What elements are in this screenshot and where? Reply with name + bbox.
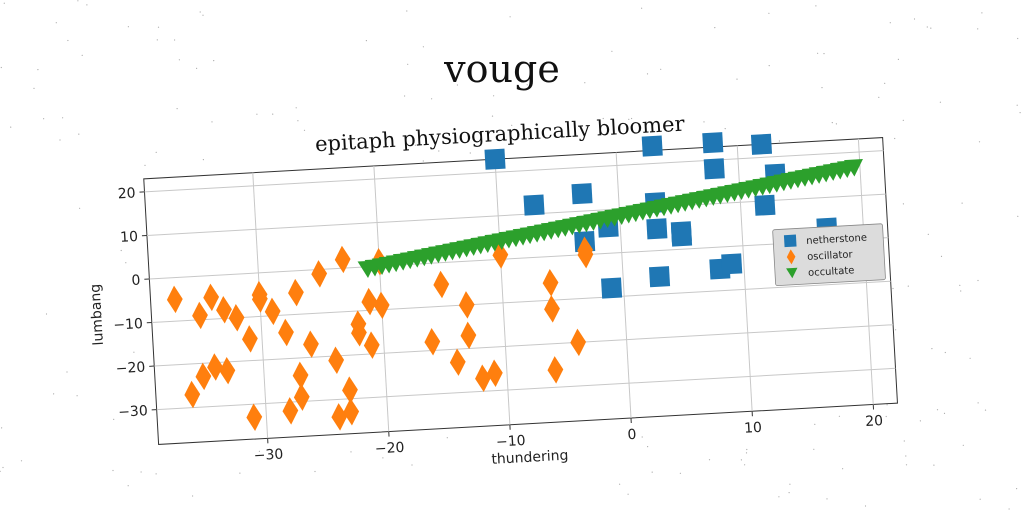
y-axis-label: lumbang <box>88 283 107 345</box>
legend-marker-oscillator <box>786 249 796 265</box>
y-axis-ticks: −30 −20 −10 0 10 20 <box>113 185 157 421</box>
point-oscillator <box>334 245 351 274</box>
figure-suptitle: vouge <box>443 47 560 91</box>
point-occultate <box>843 159 863 177</box>
legend-marker-netherstone <box>783 234 797 248</box>
point-oscillator <box>351 319 367 347</box>
x-tick-label: 0 <box>627 427 637 443</box>
point-netherstone <box>601 277 623 299</box>
point-oscillator <box>207 353 223 381</box>
x-tick-label: −30 <box>253 446 283 464</box>
point-oscillator <box>264 297 281 326</box>
point-oscillator <box>192 301 208 330</box>
point-netherstone <box>648 266 671 288</box>
point-netherstone <box>721 253 743 275</box>
point-oscillator <box>460 321 477 350</box>
point-oscillator <box>166 285 183 314</box>
y-grid-line <box>156 367 896 411</box>
point-oscillator <box>342 376 358 404</box>
data-marks <box>166 132 863 431</box>
point-netherstone <box>702 132 724 154</box>
point-oscillator <box>328 346 345 374</box>
point-oscillator <box>228 304 245 332</box>
point-oscillator <box>424 328 441 356</box>
y-tick-label: 0 <box>131 272 141 288</box>
point-oscillator <box>449 348 466 376</box>
point-netherstone <box>571 183 593 205</box>
point-oscillator <box>570 328 587 357</box>
point-oscillator <box>475 364 491 392</box>
point-oscillator <box>288 278 304 307</box>
point-oscillator <box>195 362 212 391</box>
point-oscillator <box>547 356 564 384</box>
y-tick-label: −30 <box>118 403 148 421</box>
point-oscillator <box>282 397 299 425</box>
point-oscillator <box>251 285 268 313</box>
point-oscillator <box>458 291 475 319</box>
legend-marker-occultate <box>786 267 798 279</box>
point-oscillator <box>278 318 294 347</box>
point-oscillator <box>293 383 310 411</box>
point-netherstone <box>646 218 668 240</box>
x-tick-label: −10 <box>496 433 526 451</box>
x-grid-line <box>494 159 511 425</box>
series-oscillator <box>166 236 594 431</box>
y-grid-line <box>144 150 884 193</box>
point-netherstone <box>750 133 773 155</box>
point-oscillator <box>203 283 220 312</box>
x-tick-label: 20 <box>865 413 884 430</box>
point-oscillator <box>542 269 559 297</box>
point-oscillator <box>216 296 232 324</box>
y-tick-label: 10 <box>120 229 139 246</box>
point-oscillator <box>363 331 380 359</box>
point-oscillator <box>486 359 503 387</box>
y-tick-label: −20 <box>115 360 145 378</box>
x-grid-line <box>615 152 632 419</box>
point-netherstone <box>641 135 663 157</box>
point-oscillator <box>577 240 594 269</box>
point-netherstone <box>671 225 693 247</box>
point-oscillator <box>361 287 378 316</box>
point-oscillator <box>343 398 360 426</box>
point-oscillator <box>373 291 390 320</box>
point-oscillator <box>544 295 560 323</box>
y-tick-label: −10 <box>113 316 143 334</box>
x-axis-ticks: −30 −20 −10 0 10 20 <box>253 404 884 464</box>
x-tick-label: −20 <box>374 440 404 458</box>
legend-label: oscillator <box>807 249 854 263</box>
point-oscillator <box>331 403 348 431</box>
point-oscillator <box>246 403 263 431</box>
point-netherstone <box>703 158 725 180</box>
point-oscillator <box>242 325 258 353</box>
plot-area <box>143 137 898 445</box>
point-oscillator <box>292 361 309 390</box>
x-axis-label: thundering <box>491 448 569 468</box>
point-netherstone <box>523 194 545 216</box>
y-tick-label: 20 <box>117 185 136 202</box>
legend: netherstone oscillator occultate <box>772 223 886 287</box>
legend-label: netherstone <box>806 233 867 247</box>
x-tick-label: 10 <box>744 420 763 437</box>
y-grid-line <box>154 324 894 367</box>
point-oscillator <box>219 356 236 385</box>
legend-label: occultate <box>808 265 855 279</box>
point-oscillator <box>311 260 328 288</box>
point-oscillator <box>433 270 450 299</box>
point-oscillator <box>184 380 201 409</box>
legend-box <box>772 223 886 287</box>
point-netherstone <box>754 194 776 216</box>
y-grid-line <box>149 237 889 280</box>
point-netherstone <box>484 148 506 170</box>
point-oscillator <box>303 330 319 358</box>
series-occultate <box>357 159 863 278</box>
